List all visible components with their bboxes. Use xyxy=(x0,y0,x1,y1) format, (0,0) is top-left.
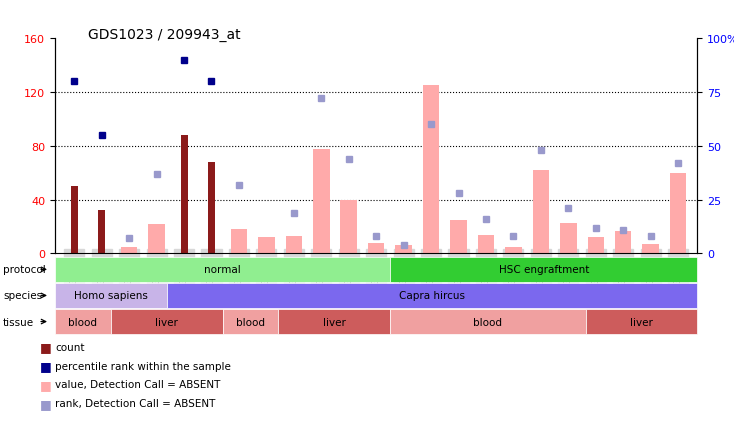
Text: value, Detection Call = ABSENT: value, Detection Call = ABSENT xyxy=(55,380,220,389)
Bar xyxy=(181,136,187,254)
Bar xyxy=(670,173,686,254)
Text: liver: liver xyxy=(630,317,653,327)
Bar xyxy=(587,238,604,254)
Text: ■: ■ xyxy=(40,341,52,354)
Text: liver: liver xyxy=(323,317,346,327)
Bar xyxy=(208,163,215,254)
Bar xyxy=(642,244,659,254)
Bar xyxy=(368,243,385,254)
Bar xyxy=(423,86,440,254)
Bar xyxy=(148,224,165,254)
Text: ■: ■ xyxy=(40,397,52,410)
Bar xyxy=(478,235,494,254)
Bar xyxy=(396,246,412,254)
Bar xyxy=(286,237,302,254)
Text: blood: blood xyxy=(68,317,98,327)
Text: Capra hircus: Capra hircus xyxy=(399,291,465,301)
Text: tissue: tissue xyxy=(3,317,34,327)
Text: liver: liver xyxy=(156,317,178,327)
Text: Homo sapiens: Homo sapiens xyxy=(74,291,148,301)
Bar xyxy=(313,149,330,254)
Bar xyxy=(98,211,105,254)
Bar xyxy=(533,171,549,254)
Bar xyxy=(70,187,78,254)
Text: blood: blood xyxy=(236,317,265,327)
Text: ■: ■ xyxy=(40,378,52,391)
Text: HSC engraftment: HSC engraftment xyxy=(498,265,589,275)
Text: protocol: protocol xyxy=(3,265,46,275)
Bar xyxy=(341,200,357,254)
Bar xyxy=(230,230,247,254)
Bar xyxy=(505,247,522,254)
Bar xyxy=(258,238,275,254)
Bar xyxy=(450,220,467,254)
Text: blood: blood xyxy=(473,317,502,327)
Text: ■: ■ xyxy=(40,359,52,372)
Bar xyxy=(615,231,631,254)
Text: count: count xyxy=(55,342,84,352)
Text: GDS1023 / 209943_at: GDS1023 / 209943_at xyxy=(88,28,241,42)
Bar xyxy=(121,247,137,254)
Text: percentile rank within the sample: percentile rank within the sample xyxy=(55,361,231,371)
Text: species: species xyxy=(3,291,42,301)
Bar xyxy=(560,223,576,254)
Text: rank, Detection Call = ABSENT: rank, Detection Call = ABSENT xyxy=(55,398,215,408)
Text: normal: normal xyxy=(204,265,241,275)
